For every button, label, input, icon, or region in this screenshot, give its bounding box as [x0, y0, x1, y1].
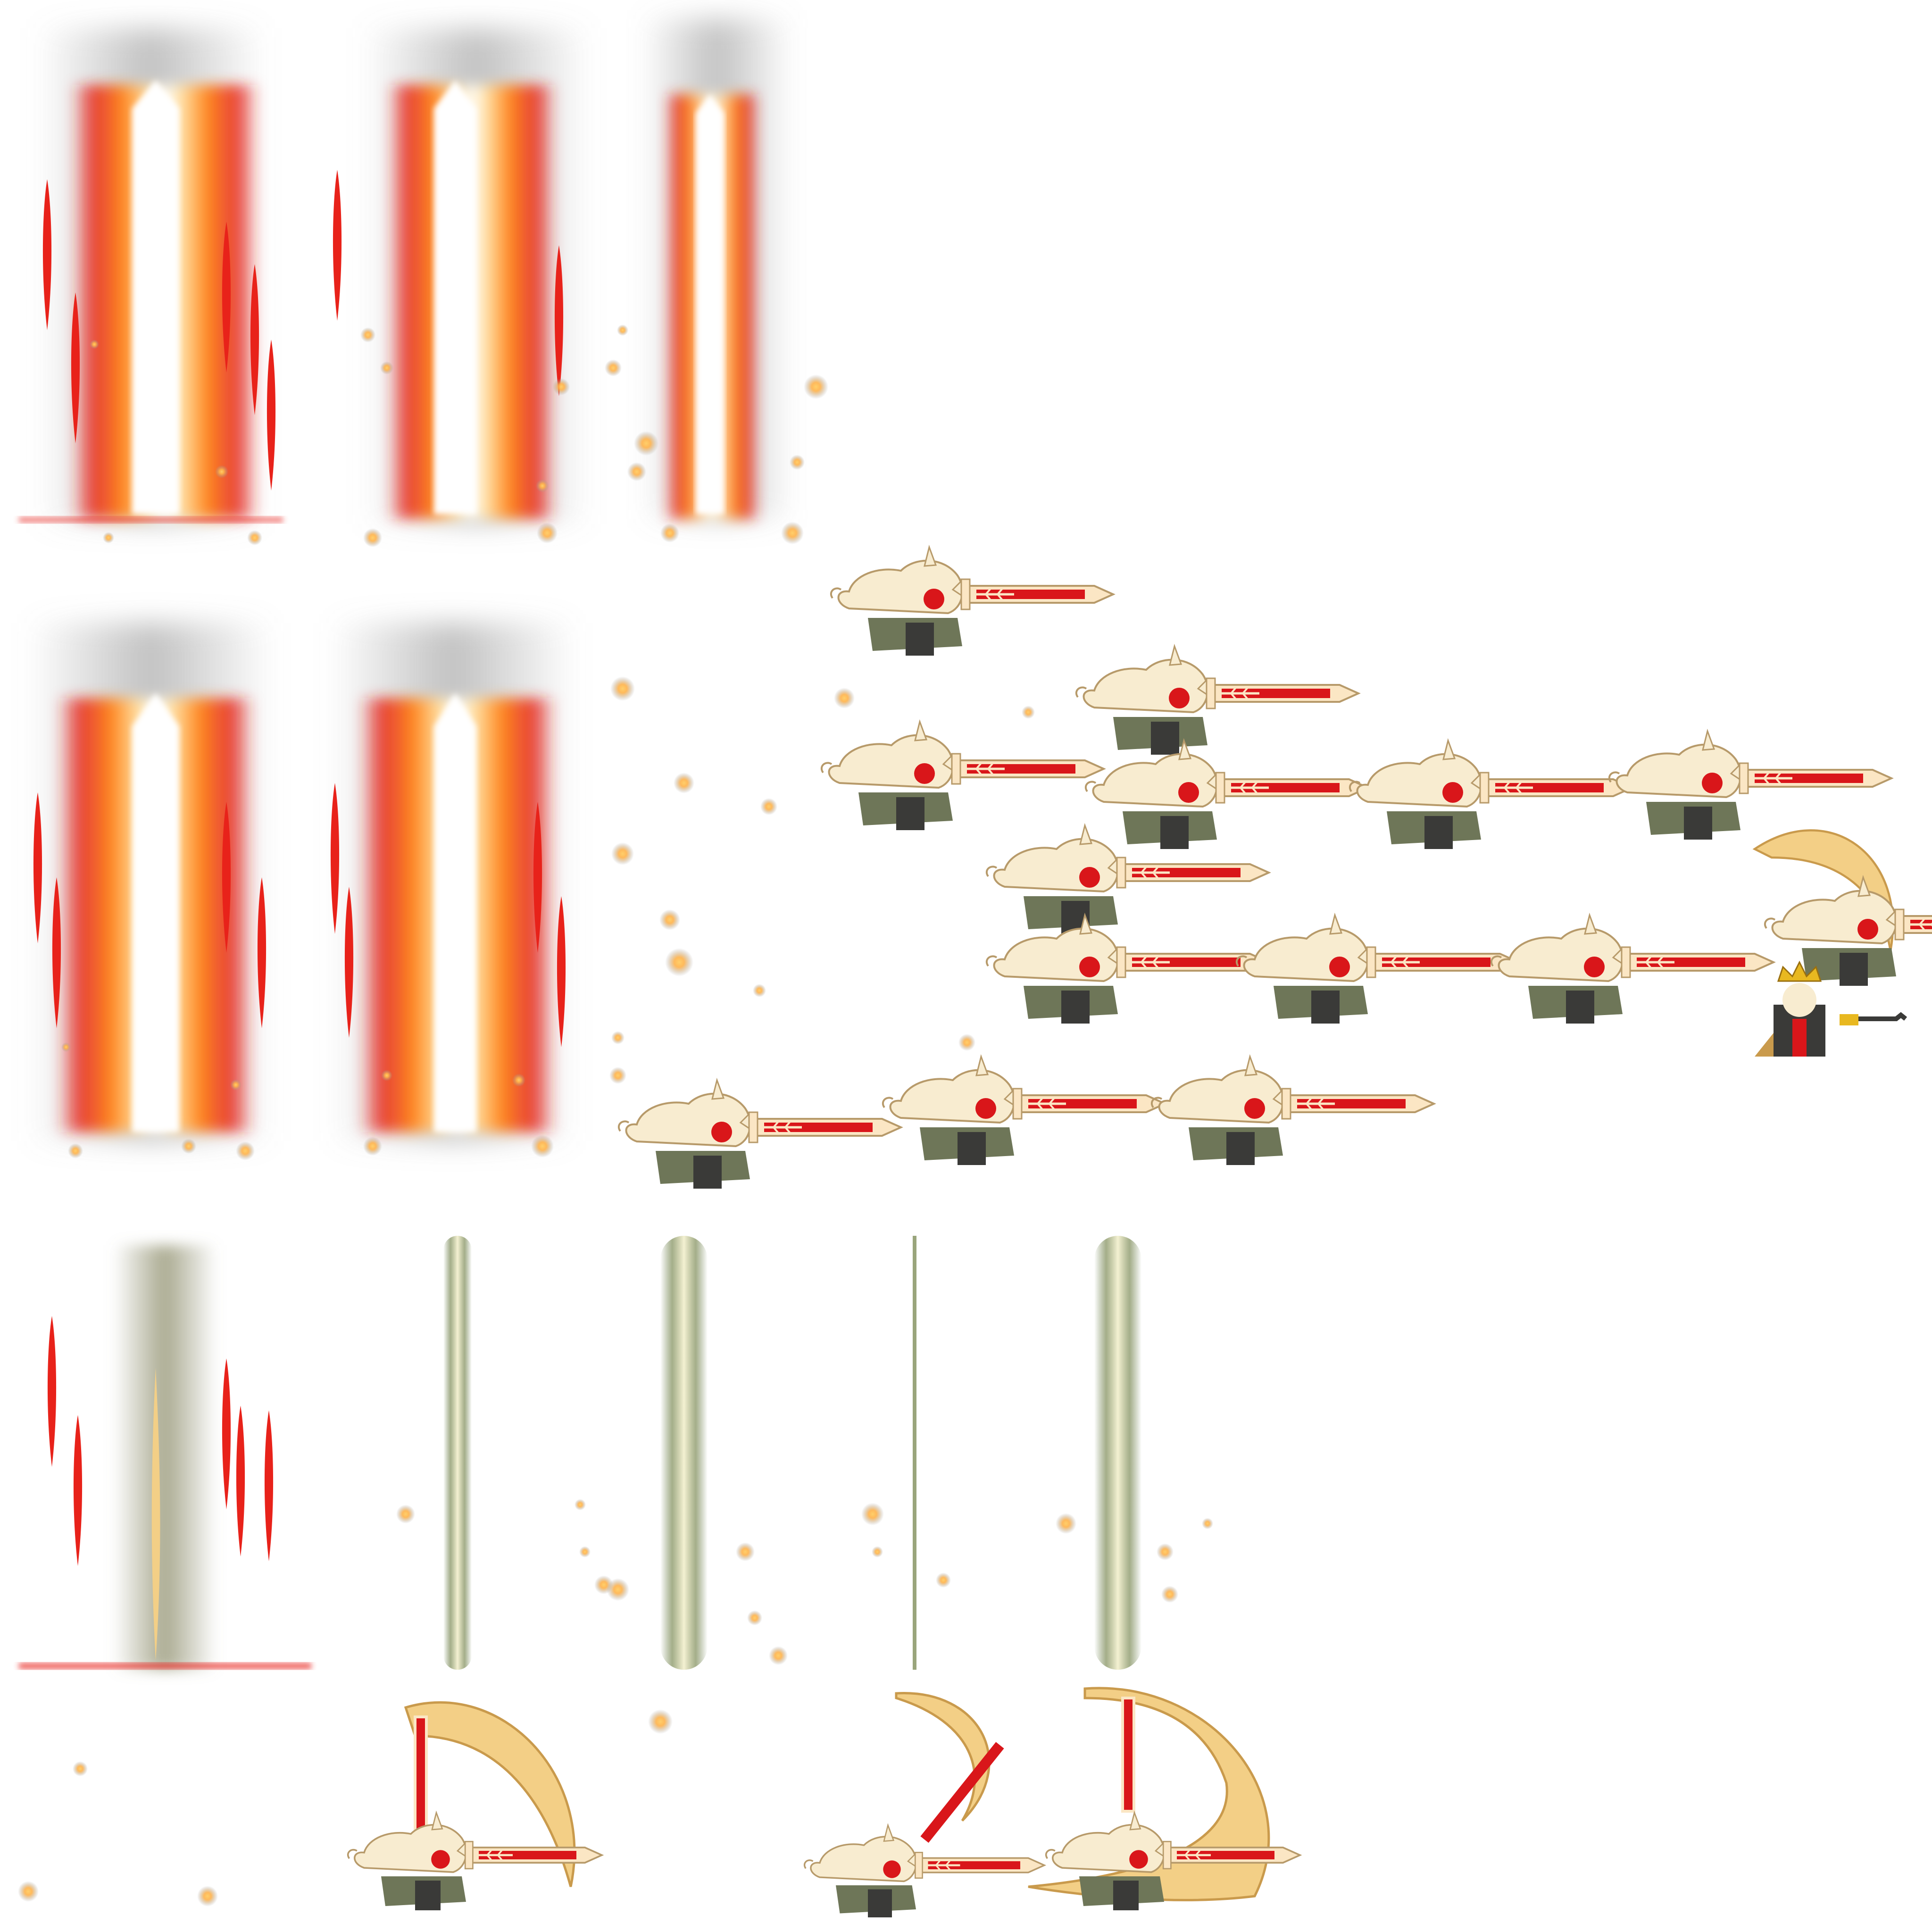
crescent-slash-frame-1	[348, 1701, 602, 1910]
green-beam-frame-2	[607, 1236, 788, 1734]
swordsman-frame-1	[831, 547, 1113, 656]
pillar-frame-3	[605, 19, 828, 544]
swordsman-frame-9	[1237, 915, 1519, 1024]
pillar-frame-5	[330, 623, 575, 1158]
swordsman-frame-3	[822, 722, 1104, 830]
swordsman-frame-8	[987, 915, 1269, 1024]
pillar-frame-4	[28, 623, 274, 1160]
green-beam-frame-3	[861, 1236, 951, 1670]
swordsman-frame-13	[1152, 1057, 1434, 1165]
spark-particles-column	[609, 676, 1035, 1084]
crescent-slash-frame-3	[1028, 1687, 1300, 1910]
swordsman-frame-14	[1755, 830, 1932, 986]
swordsman-frame-12	[883, 1057, 1165, 1165]
crescent-slash-frame-2	[805, 1692, 1044, 1917]
swordsman-frame-4	[1086, 741, 1368, 849]
faded-pillar-frame	[18, 1245, 311, 1907]
green-beam-frame-1	[396, 1236, 613, 1670]
crowned-king-sprite	[1755, 960, 1907, 1057]
swordsman-frame-2	[1076, 646, 1358, 755]
pillar-frame-2	[333, 28, 590, 547]
swordsman-frame-5	[1350, 741, 1632, 849]
green-beam-frame-4	[1056, 1236, 1213, 1670]
pillar-frame-1	[19, 28, 283, 545]
swordsman-frame-11	[619, 1080, 901, 1189]
swordsman-frame-6	[1609, 731, 1891, 840]
swordsman-frame-10	[1491, 915, 1774, 1024]
